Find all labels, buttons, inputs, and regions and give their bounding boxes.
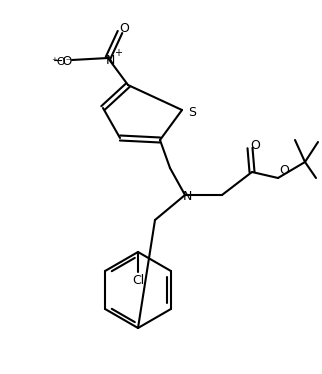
Text: O: O — [279, 163, 289, 177]
Text: O: O — [119, 21, 129, 34]
Text: −O: −O — [53, 55, 73, 67]
Text: +: + — [114, 48, 122, 58]
Text: N: N — [105, 53, 115, 67]
Text: Cl: Cl — [132, 273, 144, 286]
Text: N: N — [182, 190, 192, 202]
Text: ⁺O⁻: ⁺O⁻ — [52, 57, 72, 67]
Text: S: S — [188, 105, 196, 119]
Text: O: O — [250, 138, 260, 151]
